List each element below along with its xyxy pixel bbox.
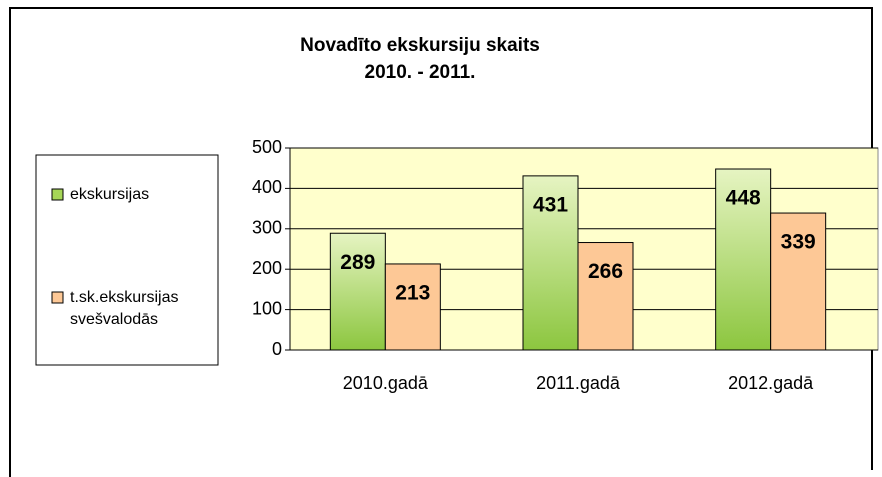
data-label: 339: [781, 231, 816, 254]
chart-title: Novadīto ekskursiju skaits: [300, 35, 540, 56]
x-tick-label: 2012.gadā: [728, 373, 814, 393]
y-tick-label: 200: [252, 258, 282, 278]
legend-swatch: [51, 188, 64, 201]
y-tick-label: 100: [252, 298, 282, 318]
data-label: 431: [533, 193, 568, 216]
legend-label: ekskursijas: [70, 186, 149, 203]
y-tick-label: 300: [252, 218, 282, 238]
bar: [715, 168, 772, 351]
y-tick-label: 500: [252, 137, 282, 157]
y-tick-label: 400: [252, 177, 282, 197]
x-tick-label: 2010.gadā: [343, 373, 429, 393]
legend: [35, 154, 219, 366]
legend-swatch: [51, 291, 64, 304]
data-label: 213: [395, 281, 430, 304]
legend-label: t.sk.ekskursijas svešvalodās: [70, 289, 178, 328]
bar: [384, 263, 441, 351]
x-tick-label: 2011.gadā: [536, 373, 621, 393]
bar: [329, 232, 386, 351]
chart-subtitle: 2010. - 2011.: [365, 62, 476, 83]
bar: [577, 242, 634, 351]
data-label: 289: [340, 251, 375, 274]
data-label: 266: [588, 260, 623, 283]
data-label: 448: [726, 187, 761, 210]
y-tick-label: 0: [272, 339, 282, 359]
bar: [770, 212, 827, 351]
